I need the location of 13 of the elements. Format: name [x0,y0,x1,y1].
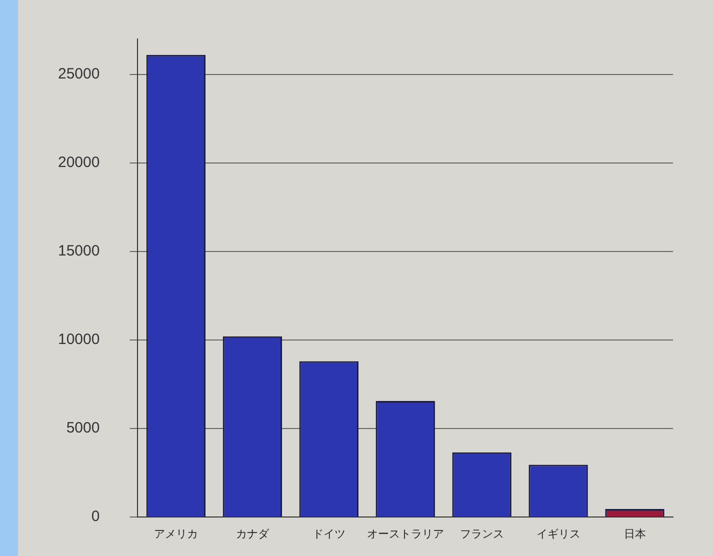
x-tick-label: オーストラリア [366,527,444,540]
x-tick-label: アメリカ [154,527,198,540]
x-tick-label: フランス [460,527,504,540]
y-tick-label: 20000 [58,154,100,172]
x-tick-label: 日本 [624,527,646,540]
x-tick-label: イギリス [536,527,580,540]
y-tick-label: 0 [91,508,100,526]
x-tick-label: カナダ [236,527,270,540]
x-tick-label: ドイツ [312,527,346,540]
y-tick-label: 25000 [58,66,100,83]
y-tick-label: 10000 [58,331,100,348]
y-tick-label: 5000 [66,420,100,437]
y-tick-label: 15000 [58,242,100,260]
